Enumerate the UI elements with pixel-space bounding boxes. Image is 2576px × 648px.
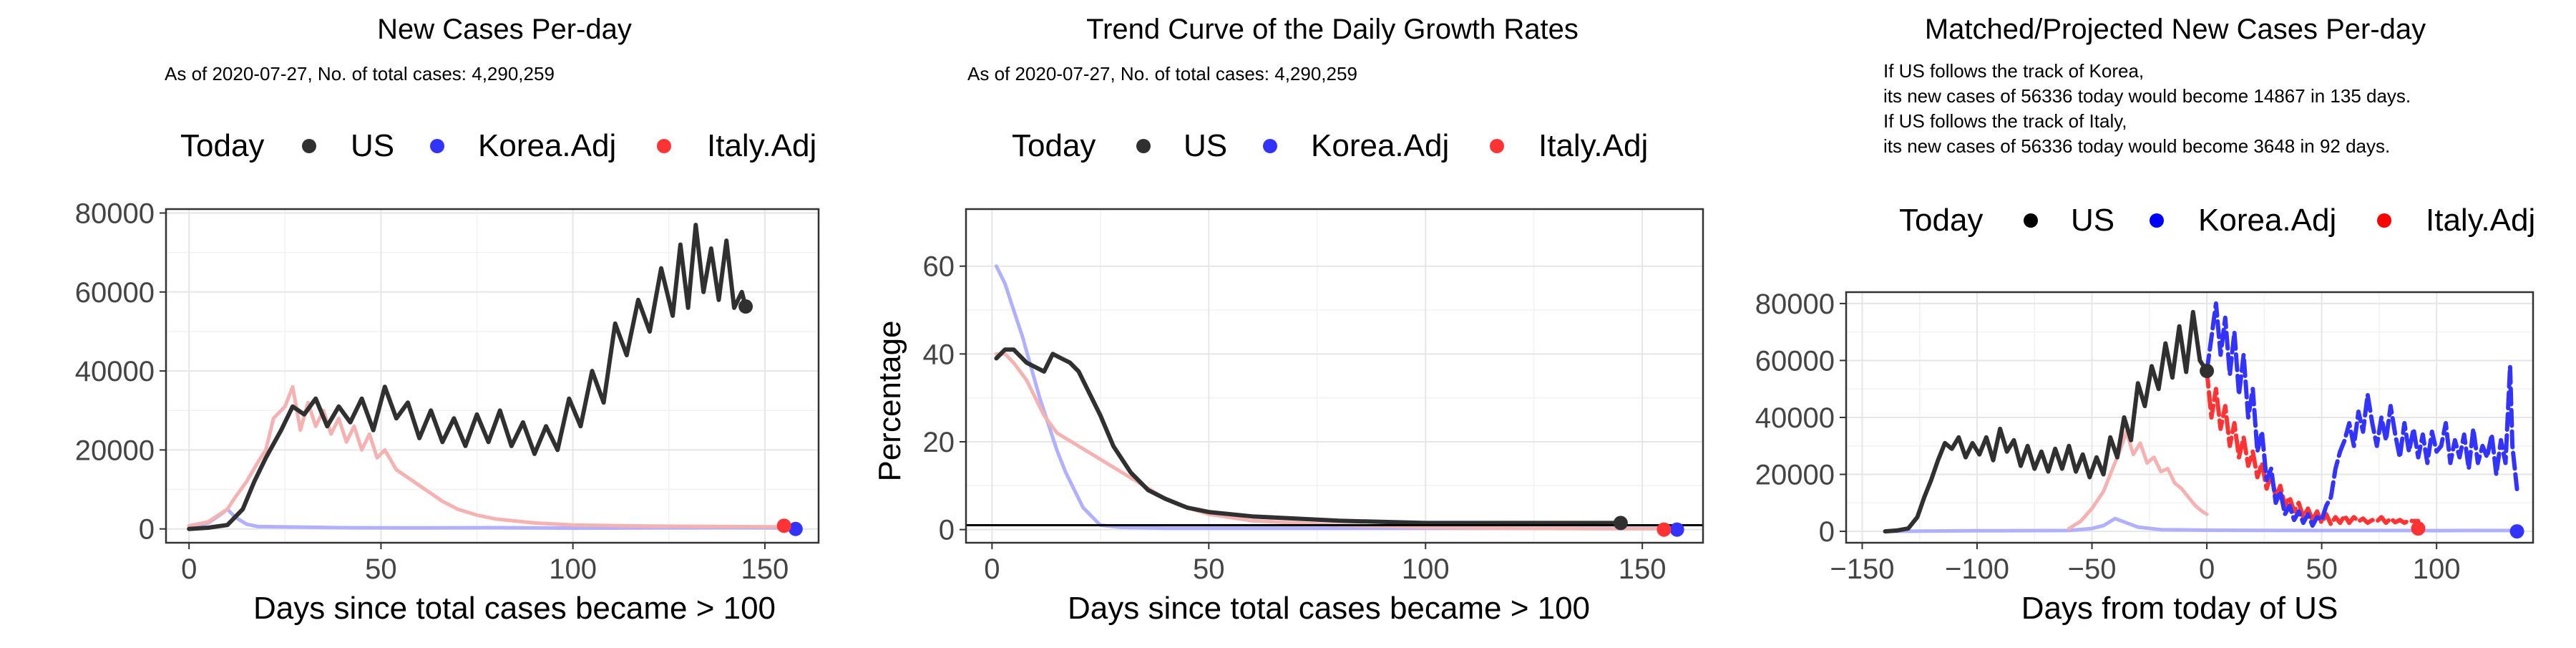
end-marker-korea-adj-projected [2509, 524, 2524, 539]
panel1-legend-italy-key [657, 139, 671, 153]
panel2-legend-italy-key [1490, 139, 1504, 153]
panel3-title: Matched/Projected New Cases Per-day [1925, 14, 2426, 45]
series-line-italy-adj [187, 385, 786, 529]
panel2-legend-korea-key [1263, 139, 1277, 153]
panel2-x-axis-label: Days since total cases became > 100 [1068, 591, 1590, 626]
x-tick-label: 50 [2306, 553, 2338, 585]
x-tick-label: 50 [1193, 553, 1225, 585]
panel3-x-axis-label: Days from today of US [2021, 591, 2338, 626]
y-tick-label: 40000 [75, 356, 155, 387]
y-tick-label: 20000 [1755, 460, 1835, 491]
y-tick-label: 80000 [75, 198, 155, 230]
panel2-legend-italy-label: Italy.Adj [1538, 128, 1648, 163]
plot-background [166, 209, 819, 543]
y-tick-label: 0 [139, 514, 155, 546]
panel1-title: New Cases Per-day [377, 14, 632, 45]
x-tick-label: −150 [1830, 553, 1894, 585]
y-tick-label: 20000 [75, 435, 155, 466]
x-tick-label: 50 [365, 553, 397, 585]
y-tick-label: 0 [1819, 516, 1835, 548]
panel2-y-axis-label: Percentage [872, 320, 907, 481]
panel3-subtitle-line3: If US follows the track of Italy, [1883, 110, 2127, 132]
x-tick-label: 100 [1402, 553, 1450, 585]
plot-background [966, 209, 1703, 543]
y-tick-label: 40000 [1755, 402, 1835, 434]
panel3-subtitle-line4: its new cases of 56336 today would becom… [1883, 135, 2390, 157]
y-tick-label: 60000 [1755, 345, 1835, 377]
end-marker-us [1613, 516, 1628, 531]
x-tick-label: 100 [549, 553, 597, 585]
panel1-legend-title: Today [180, 128, 264, 163]
series-line-italy-adj-projected [2205, 369, 2421, 527]
end-marker-italy-adj-projected [2411, 521, 2426, 536]
x-tick-label: 150 [741, 553, 789, 585]
panel1-x-axis-label: Days since total cases became > 100 [253, 591, 776, 626]
y-tick-label: 60 [923, 251, 955, 283]
end-marker-us [738, 299, 753, 314]
panel3-subtitle-line1: If US follows the track of Korea, [1883, 60, 2144, 82]
panel1-subtitle: As of 2020-07-27, No. of total cases: 4,… [165, 63, 555, 84]
series-line-us [1883, 309, 2210, 534]
series-line-us [994, 347, 1623, 526]
series-line-italy-adj [2067, 430, 2209, 531]
x-tick-label: −50 [2068, 553, 2117, 585]
end-marker-italy-adj [776, 518, 791, 533]
end-marker-korea-adj [788, 521, 803, 536]
series-line-korea-adj [994, 264, 1679, 531]
panel2-legend-us-key [1136, 139, 1151, 153]
panel3-legend-title: Today [1899, 203, 1983, 238]
panel1-legend-italy-label: Italy.Adj [707, 128, 816, 163]
panel2-legend-korea-label: Korea.Adj [1311, 128, 1449, 163]
panel3-plot: −150 −100 −50 0 50 100 0 20000 40000 60000 80000 [1755, 289, 2534, 585]
panel2-plot: 0 50 100 150 0 20 40 60 [923, 208, 1704, 585]
y-tick-label: 60000 [75, 277, 155, 309]
panel2-legend-us-label: US [1184, 128, 1227, 163]
x-tick-label: 100 [2413, 553, 2461, 585]
panel3-legend-italy-label: Italy.Adj [2426, 203, 2535, 238]
panel3-legend-us-label: US [2071, 203, 2114, 238]
panel2-legend-title: Today [1012, 128, 1096, 163]
panel3-legend-korea-key [2150, 213, 2164, 228]
panel1-legend-us-key [302, 139, 316, 153]
x-tick-label: 0 [2199, 553, 2215, 585]
x-tick-label: 0 [181, 553, 197, 585]
panel1-plot: 0 50 100 150 0 20000 40000 60000 80000 [75, 198, 820, 585]
end-marker-italy-adj [1657, 522, 1672, 537]
panel3-legend-korea-label: Korea.Adj [2198, 203, 2336, 238]
end-marker-us [2200, 364, 2215, 379]
x-tick-label: 150 [1619, 553, 1667, 585]
y-tick-label: 40 [923, 339, 955, 370]
panel3-legend-italy-key [2377, 213, 2391, 228]
panel1-legend-us-label: US [351, 128, 394, 163]
panel2-title: Trend Curve of the Daily Growth Rates [1086, 14, 1579, 45]
y-tick-label: 20 [923, 427, 955, 458]
x-tick-label: −100 [1945, 553, 2009, 585]
panel1-legend-korea-key [430, 139, 444, 153]
y-tick-label: 0 [939, 515, 955, 546]
plot-border [1845, 291, 2534, 544]
end-marker-korea-adj [1669, 522, 1684, 537]
panel3-subtitle-line2: its new cases of 56336 today would becom… [1883, 85, 2411, 107]
series-line-korea-adj-projected [2205, 301, 2519, 528]
panel2-subtitle: As of 2020-07-27, No. of total cases: 4,… [967, 63, 1357, 84]
y-tick-label: 80000 [1755, 289, 1835, 320]
plot-border [165, 208, 820, 544]
panel3-legend-us-key [2024, 213, 2038, 228]
panel1-legend-korea-label: Korea.Adj [478, 128, 616, 163]
plot-border [965, 208, 1704, 544]
x-tick-label: 0 [984, 553, 1000, 585]
series-line-us [187, 223, 748, 531]
